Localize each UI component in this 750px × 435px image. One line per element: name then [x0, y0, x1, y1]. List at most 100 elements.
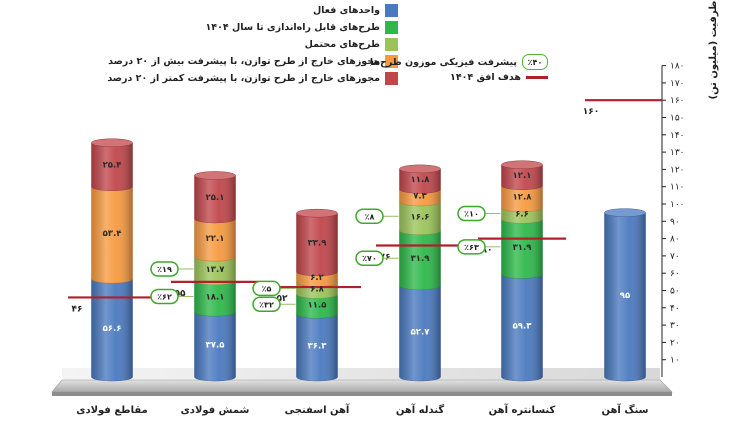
legend-item-permits-over-20: مجوزهای خارج از طرح توازن، با پیشرفت بیش… [108, 55, 398, 68]
target-label: ۴۶ [72, 304, 83, 314]
legend-swatch-probable [385, 38, 398, 51]
x-category-label: شمش فولادی [181, 405, 250, 416]
bar-value-label: ۳۳.۹ [308, 238, 328, 248]
bar-segment-1-4 [194, 171, 236, 224]
bar-segment-cap [604, 208, 646, 217]
y-axis-title: ظرفیت (میلیون تن) [708, 1, 719, 100]
bar-value-label: ۶.۶ [515, 210, 529, 220]
bar-segment-cap [501, 160, 543, 169]
bar-segment-4-4 [501, 160, 543, 190]
legend-label-progress: پیشرفت فیزیکی موزون طرح‌ها [369, 56, 517, 68]
legend-label-active: واحدهای فعال [312, 5, 380, 16]
x-category-label: سنگ آهن [602, 403, 649, 416]
bar-segment-shade [399, 285, 441, 381]
bar-segment-2-4 [296, 208, 338, 277]
x-category-label: کنسانتره آهن [489, 403, 556, 416]
bar-segment-4-0 [501, 270, 543, 382]
y-tick-label: ۸۰ [670, 235, 680, 245]
progress-bubble [252, 280, 281, 297]
bar-value-label: ۳۷.۵ [206, 341, 225, 351]
target-line-icon [526, 76, 548, 79]
bar-value-label: ۲۵.۴ [103, 161, 122, 171]
bar-value-label: ۵۳.۴ [103, 229, 122, 239]
target-label: ۵۲ [277, 294, 288, 304]
bar-segment-shade [501, 219, 543, 279]
bar-segment-0-0 [91, 274, 133, 382]
bar-segment-cap [194, 171, 236, 180]
bar-value-label: ۱۳.۷ [206, 265, 226, 275]
y-tick-label: ۱۴۰ [670, 131, 685, 141]
chart-floor-back [62, 368, 660, 380]
target-label: ۷۶ [380, 253, 391, 263]
bar-segment-shade [91, 279, 133, 381]
bar-segment-shade [91, 142, 133, 191]
bar-value-label: ۷.۳ [413, 192, 427, 202]
y-tick-label: ۱۰۰ [670, 200, 685, 210]
bar-segment-3-0 [399, 281, 441, 382]
legend-label-permits-under-20: مجوزهای خارج از طرح توازن، با پیشرفت کمت… [107, 73, 380, 84]
progress-bubble-label: ٪۶۳ [464, 243, 479, 252]
progress-bubble-label: ٪۱۹ [157, 265, 172, 274]
bar-segment-shade [194, 218, 236, 262]
y-tick-label: ۱۷۰ [670, 79, 685, 89]
y-tick-label: ۱۸۰ [670, 62, 685, 72]
bar-segment-5-0 [604, 208, 646, 382]
y-tick-label: ۴۰ [670, 304, 680, 314]
bar-segment-shade [604, 212, 646, 381]
bar-segment-shade [194, 280, 236, 317]
bar-segment-1-0 [194, 307, 236, 382]
progress-bubble-label: ٪۸ [365, 212, 375, 221]
legend: واحدهای فعال طرح‌های قابل راه‌اندازی تا … [88, 4, 548, 88]
legend-item-launchable: طرح‌های قابل راه‌اندازی تا سال ۱۴۰۴ [205, 21, 398, 34]
bar-segment-shade [296, 213, 338, 276]
bar-segment-shade [501, 164, 543, 190]
progress-bubble-label: ٪۱۰ [464, 210, 479, 219]
bar-segment-cap [296, 208, 338, 218]
y-tick-label: ۱۵۰ [670, 114, 685, 124]
y-tick-label: ۱۲۰ [670, 165, 685, 175]
bar-segment-shade [91, 186, 133, 284]
bar-value-label: ۱۸.۱ [206, 292, 225, 302]
target-label: ۱۶۰ [583, 107, 599, 117]
progress-bubble-label: ٪۶۲ [157, 292, 172, 301]
legend-label-permits-over-20: مجوزهای خارج از طرح توازن، با پیشرفت بیش… [108, 56, 380, 67]
x-category-label: آهن اسفنجی [285, 403, 350, 416]
bar-segment-shade [194, 175, 236, 223]
target-label: ۸۰ [482, 246, 493, 256]
bar-value-label: ۱۲.۸ [513, 193, 533, 203]
bar-segment-0-3 [91, 182, 133, 284]
legend-label-target: هدف افق ۱۴۰۴ [450, 72, 521, 83]
bar-value-label: ۵۹.۳ [513, 322, 533, 332]
progress-bubble-label: ٪۳۲ [259, 300, 274, 309]
y-tick-label: ۱۱۰ [670, 183, 685, 193]
y-tick-label: ۲۰ [670, 338, 680, 348]
y-tick-label: ۱۶۰ [670, 96, 685, 106]
y-tick-label: ۹۰ [670, 217, 680, 227]
progress-bubble [150, 288, 179, 305]
bar-value-label: ۶.۲ [310, 273, 324, 283]
progress-bubble-label: ٪۷۰ [362, 254, 377, 263]
bar-value-label: ۶.۸ [310, 284, 324, 294]
legend-swatch-active [385, 4, 398, 17]
bar-segment-shade [501, 207, 543, 224]
bar-segment-shade [194, 257, 236, 285]
bar-value-label: ۲۲.۱ [206, 234, 225, 244]
bar-value-label: ۱۶.۶ [411, 212, 430, 222]
y-tick-label: ۱۳۰ [670, 148, 685, 158]
chart-floor-edge [52, 392, 672, 396]
y-tick-label: ۵۰ [670, 287, 680, 297]
bar-value-label: ۱۲.۱ [513, 171, 532, 181]
legend-item-active: واحدهای فعال [313, 4, 398, 17]
bar-segment-shade [399, 189, 441, 206]
legend-item-probable: طرح‌های محتمل [305, 38, 398, 51]
y-tick-label: ۳۰ [670, 321, 680, 331]
bar-segment-shade [399, 201, 441, 235]
x-category-label: مقاطع فولادی [76, 405, 147, 416]
bar-value-label: ۹۵ [620, 291, 630, 301]
progress-bubble-icon: ٪۴۰ [522, 54, 548, 70]
bar-segment-shade [501, 185, 543, 212]
bar-value-label: ۱۱.۵ [308, 300, 327, 310]
legend-item-target: هدف افق ۱۴۰۴ [450, 72, 548, 83]
